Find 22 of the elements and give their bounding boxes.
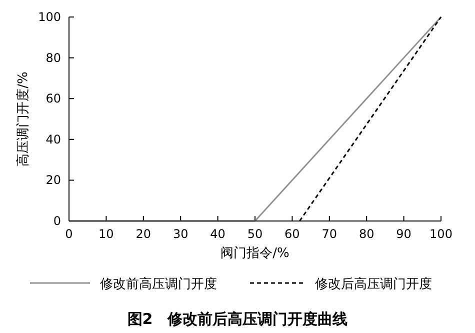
y-tick-label: 60 bbox=[46, 92, 61, 106]
legend-label: 修改前高压调门开度 bbox=[100, 276, 217, 292]
x-tick-label: 60 bbox=[284, 227, 300, 241]
x-axis-title: 阀门指令/% bbox=[220, 245, 290, 261]
x-tick-label: 70 bbox=[322, 227, 338, 241]
x-tick-label: 80 bbox=[358, 227, 374, 241]
text: 图2 修改前后高压调门开度曲线 bbox=[127, 310, 348, 328]
x-tick-label: 100 bbox=[430, 227, 452, 241]
x-tick-label: 50 bbox=[247, 227, 263, 241]
y-tick-label: 40 bbox=[46, 132, 61, 146]
y-tick-label: 100 bbox=[38, 10, 61, 24]
x-tick-label: 0 bbox=[65, 227, 73, 241]
y-tick-label: 80 bbox=[46, 50, 61, 65]
y-tick-label: 0 bbox=[53, 214, 61, 228]
y-axis-title: 高压调门开度/% bbox=[15, 72, 31, 166]
y-tick-label: 20 bbox=[46, 173, 61, 188]
x-tick-label: 20 bbox=[136, 227, 152, 241]
x-tick-label: 30 bbox=[172, 227, 188, 241]
x-tick-label: 40 bbox=[210, 227, 226, 241]
legend-label: 修改后高压调门开度 bbox=[315, 276, 432, 292]
x-tick-label: 10 bbox=[98, 227, 114, 241]
x-tick-label: 90 bbox=[396, 227, 412, 241]
